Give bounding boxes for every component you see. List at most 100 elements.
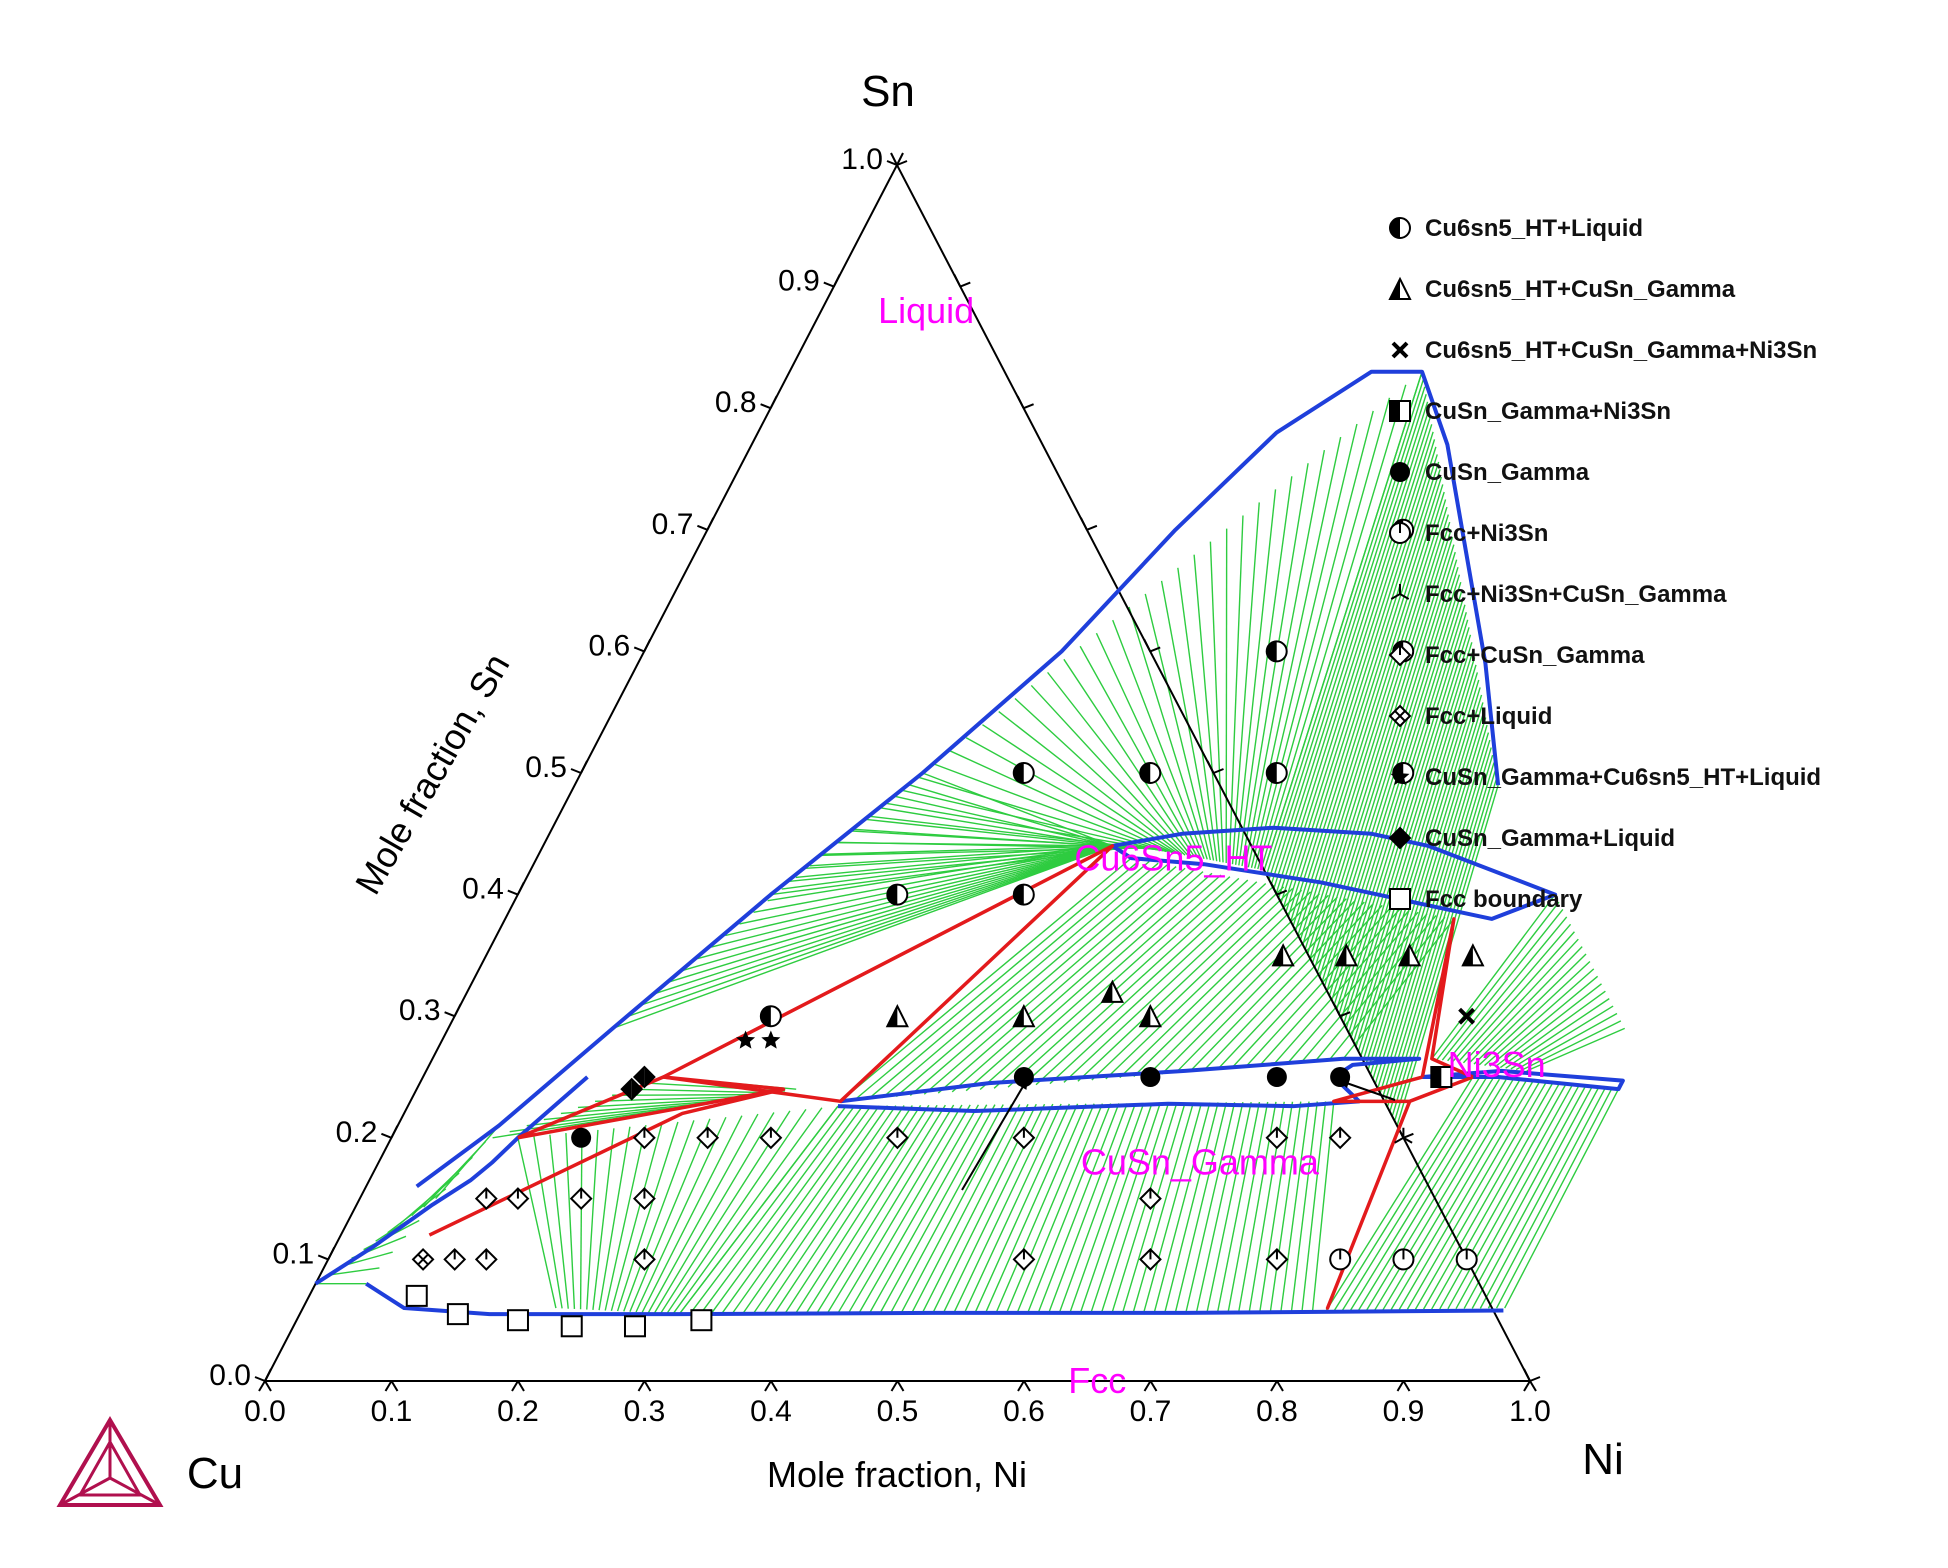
tie-line bbox=[809, 845, 1113, 867]
tie-line bbox=[1478, 960, 1591, 1066]
diamond-tick-marker bbox=[1139, 1247, 1162, 1271]
tie-line bbox=[1358, 1078, 1500, 1311]
tie-line bbox=[1273, 401, 1429, 890]
tie-line bbox=[974, 1103, 1070, 1314]
tie-line bbox=[923, 867, 1186, 1095]
legend-item: CuSn_Gamma+Liquid bbox=[1425, 825, 1675, 852]
tie-line bbox=[1374, 717, 1487, 1085]
marker-shape bbox=[1389, 888, 1411, 910]
tick-label-sn: 0.4 bbox=[462, 873, 504, 906]
tick-bottom bbox=[770, 1380, 778, 1392]
tick-left bbox=[633, 646, 645, 653]
diamond-cross-marker bbox=[1388, 704, 1412, 728]
marker-shape bbox=[1391, 341, 1409, 359]
half-triangle-marker bbox=[1012, 1003, 1036, 1028]
tie-line bbox=[1247, 436, 1342, 868]
tie-line bbox=[917, 776, 1167, 853]
tie-line bbox=[435, 1125, 500, 1200]
marker-fill bbox=[1390, 218, 1400, 238]
tick-right bbox=[1023, 403, 1034, 410]
tie-line bbox=[1350, 642, 1473, 1038]
square-marker bbox=[446, 1303, 469, 1326]
tie-line bbox=[1325, 1076, 1474, 1311]
marker-shape bbox=[405, 1284, 428, 1307]
star-marker bbox=[736, 1030, 756, 1049]
tie-line bbox=[909, 866, 1177, 1096]
diamond-tick-marker bbox=[633, 1187, 656, 1211]
tie-line bbox=[998, 711, 1183, 856]
tie-line bbox=[1447, 916, 1568, 1062]
tie-line bbox=[1128, 606, 1208, 860]
tie-line bbox=[1195, 1102, 1244, 1314]
three-phase-triangle bbox=[662, 844, 1115, 1104]
tie-line bbox=[517, 1137, 557, 1309]
tie-line bbox=[1175, 898, 1347, 1074]
tick-left bbox=[886, 160, 898, 166]
tick-left bbox=[580, 760, 588, 774]
legend-item: Cu6sn5_HT+CuSn_Gamma+Ni3Sn bbox=[1425, 337, 1817, 364]
tie-line bbox=[689, 1105, 847, 1315]
tie-line bbox=[965, 872, 1213, 1092]
vertex-label-ni: Ni bbox=[1582, 1435, 1624, 1484]
tick-label-ni: 0.7 bbox=[1130, 1395, 1172, 1428]
dot-marker bbox=[1330, 1067, 1351, 1087]
tie-line bbox=[1398, 1081, 1534, 1310]
marker-shape bbox=[571, 1127, 592, 1148]
tie-line bbox=[1328, 574, 1461, 996]
marker-fill bbox=[1266, 763, 1277, 783]
tick-right bbox=[1339, 1011, 1351, 1018]
tie-line bbox=[1021, 879, 1249, 1087]
vertex-label-cu: Cu bbox=[187, 1449, 243, 1498]
tie-line bbox=[933, 763, 1170, 853]
tie-line bbox=[1292, 461, 1440, 927]
tie-line bbox=[579, 1131, 583, 1310]
tick-left bbox=[453, 1003, 462, 1017]
tie-line bbox=[654, 845, 1113, 995]
tie-line bbox=[1231, 502, 1260, 865]
legend-item: Fcc+Liquid bbox=[1425, 703, 1552, 730]
three-phase-triangle bbox=[1325, 1075, 1474, 1310]
tie-line bbox=[610, 1123, 663, 1311]
tie-line bbox=[1302, 491, 1445, 945]
tie-line bbox=[900, 789, 1164, 852]
tie-line bbox=[1163, 1102, 1219, 1314]
half-triangle-marker bbox=[1138, 1003, 1162, 1028]
legend-item: CuSn_Gamma+Ni3Sn bbox=[1425, 398, 1671, 425]
marker-fill bbox=[1013, 763, 1024, 783]
tie-line bbox=[963, 1103, 1062, 1314]
tie-line bbox=[1521, 1020, 1622, 1071]
dot-marker bbox=[1140, 1067, 1161, 1087]
diamond-tick-marker bbox=[885, 1126, 909, 1150]
tick-label-ni: 0.1 bbox=[371, 1395, 413, 1428]
tri-star-marker bbox=[1394, 1127, 1413, 1144]
legend-item: Cu6sn5_HT+CuSn_Gamma bbox=[1425, 276, 1736, 303]
tie-line bbox=[1366, 1079, 1507, 1311]
tie-line bbox=[1484, 968, 1595, 1067]
tick-label-ni: 0.9 bbox=[1383, 1395, 1425, 1428]
tick-right bbox=[1523, 1368, 1531, 1382]
tick-right bbox=[1143, 638, 1152, 652]
tie-line bbox=[699, 1105, 856, 1315]
diamond-tick-marker bbox=[633, 1247, 656, 1271]
marker-fill bbox=[1013, 1006, 1024, 1027]
tie-line bbox=[1217, 903, 1374, 1070]
tie-line bbox=[1228, 515, 1244, 864]
three-phase-triangle bbox=[517, 1075, 786, 1140]
tie-line bbox=[1335, 597, 1465, 1010]
tie-line bbox=[1338, 604, 1466, 1015]
tick-label-ni: 0.0 bbox=[244, 1395, 286, 1428]
tie-line bbox=[1133, 893, 1320, 1077]
axis-ticks: 0.00.0 0.1 0.1 0.2 0.2 0.3 0.3 0.4 0.4 0.5 0.5 0.6 0… bbox=[209, 143, 1551, 1428]
tick-label-ni: 1.0 bbox=[1509, 1395, 1551, 1428]
marker-fill bbox=[1140, 763, 1151, 783]
region-label: CuSn_Gamma bbox=[1081, 1141, 1320, 1182]
marker-fill bbox=[631, 1079, 642, 1100]
tie-line bbox=[1058, 1103, 1137, 1314]
tie-line bbox=[1355, 657, 1476, 1047]
tie-line bbox=[1174, 1102, 1228, 1314]
tie-line bbox=[1463, 1086, 1586, 1309]
tie-line bbox=[1100, 1102, 1170, 1314]
tie-line bbox=[1439, 1084, 1567, 1310]
tie-line bbox=[1161, 896, 1338, 1075]
tie-line bbox=[725, 845, 1113, 937]
